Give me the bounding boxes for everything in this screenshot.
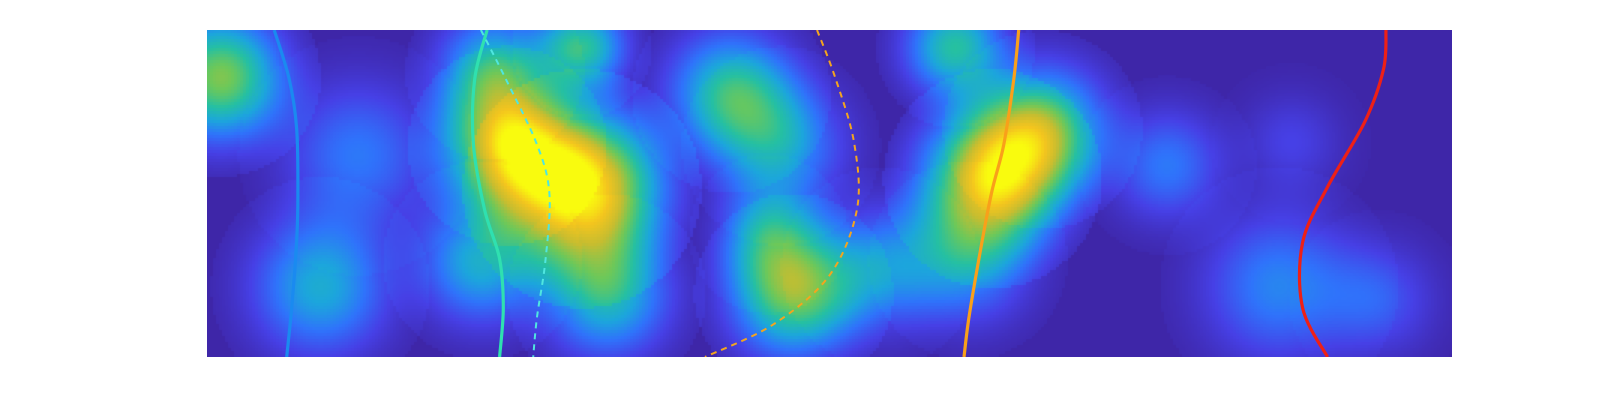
heatmap-axes (207, 30, 1452, 357)
line-overlay (272, 30, 1388, 357)
series-line-4 (704, 30, 860, 357)
series-line-5 (962, 30, 1021, 357)
series-line-1 (272, 30, 300, 357)
series-line-6 (1297, 30, 1388, 357)
series-line-2 (470, 30, 505, 357)
heatmap-image (207, 30, 1452, 357)
series-line-3 (480, 30, 551, 357)
